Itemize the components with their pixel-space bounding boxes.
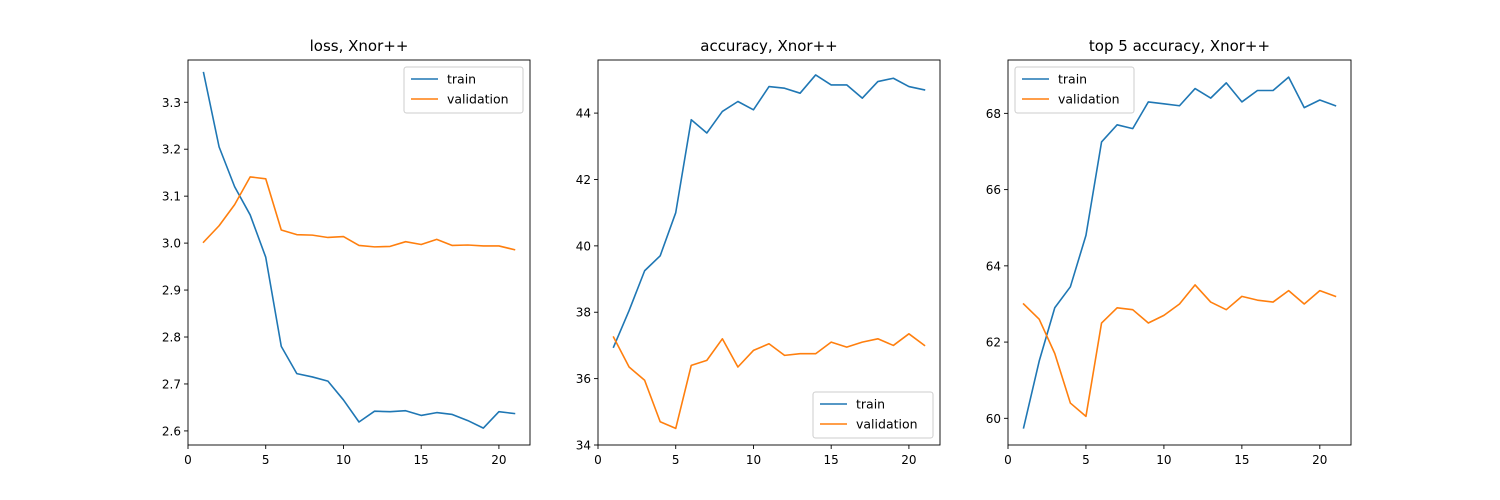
- series-line-train: [612, 74, 926, 349]
- y-tick-label: 3.2: [162, 143, 181, 157]
- legend-label-train: train: [856, 397, 885, 412]
- legend-label-train: train: [447, 72, 476, 87]
- x-tick-label: 15: [414, 453, 429, 467]
- x-tick-label: 10: [336, 453, 351, 467]
- x-tick-label: 20: [1312, 453, 1327, 467]
- y-tick-label: 3.1: [162, 190, 181, 204]
- y-tick-label: 34: [576, 439, 591, 453]
- y-tick-label: 64: [986, 259, 1001, 273]
- legend-label-validation: validation: [856, 417, 918, 432]
- y-tick-label: 2.7: [162, 377, 181, 391]
- legend: train validation: [1014, 66, 1135, 114]
- subplot-1: loss, Xnor++ 0 5 10 15 20 2.6 2.7 2.8 2.9 3.0 3.1 3.…: [162, 37, 531, 467]
- y-tick-label: 2.9: [162, 284, 181, 298]
- y-tick-label: 3.0: [162, 237, 181, 251]
- y-tick-label: 60: [986, 412, 1001, 426]
- series-line-validation: [1022, 284, 1337, 418]
- chart-title: accuracy, Xnor++: [700, 37, 837, 55]
- y-tick-label: 40: [576, 239, 591, 253]
- chart-title: loss, Xnor++: [310, 37, 409, 55]
- x-tick-label: 10: [1156, 453, 1171, 467]
- series-line-train: [1022, 76, 1337, 429]
- y-tick-label: 44: [576, 107, 591, 121]
- subplot-2: accuracy, Xnor++ 0 5 10 15 20 34 36 38 40 42 44 trai…: [576, 37, 941, 467]
- x-tick-label: 20: [901, 453, 916, 467]
- axes-frame: [597, 59, 941, 446]
- legend-label-validation: validation: [447, 92, 509, 107]
- legend: train validation: [403, 66, 524, 114]
- chart-title: top 5 accuracy, Xnor++: [1089, 37, 1270, 55]
- x-tick-label: 20: [491, 453, 506, 467]
- series-line-validation: [612, 333, 926, 430]
- x-tick-label: 0: [1004, 453, 1012, 467]
- x-tick-label: 0: [184, 453, 192, 467]
- y-tick-label: 62: [986, 336, 1001, 350]
- y-tick-label: 3.3: [162, 96, 181, 110]
- y-tick-label: 2.6: [162, 424, 181, 438]
- x-tick-label: 10: [746, 453, 761, 467]
- y-tick-label: 68: [986, 107, 1001, 121]
- y-tick-label: 36: [576, 372, 591, 386]
- series-line-validation: [202, 176, 516, 251]
- x-tick-label: 5: [262, 453, 270, 467]
- x-tick-label: 0: [594, 453, 602, 467]
- legend-label-validation: validation: [1058, 92, 1120, 107]
- y-tick-label: 42: [576, 173, 591, 187]
- x-tick-label: 5: [672, 453, 680, 467]
- legend-label-train: train: [1058, 72, 1087, 87]
- subplot-3: top 5 accuracy, Xnor++ 0 5 10 15 20 60 62 64 66 68…: [986, 37, 1352, 467]
- x-tick-label: 15: [824, 453, 839, 467]
- series-line-train: [202, 71, 516, 429]
- y-tick-label: 38: [576, 306, 591, 320]
- y-tick-label: 66: [986, 183, 1001, 197]
- x-tick-label: 15: [1234, 453, 1249, 467]
- legend: train validation: [812, 391, 934, 439]
- y-tick-label: 2.8: [162, 331, 181, 345]
- axes-frame: [187, 59, 531, 446]
- x-tick-label: 5: [1082, 453, 1090, 467]
- axes-frame: [1007, 59, 1352, 446]
